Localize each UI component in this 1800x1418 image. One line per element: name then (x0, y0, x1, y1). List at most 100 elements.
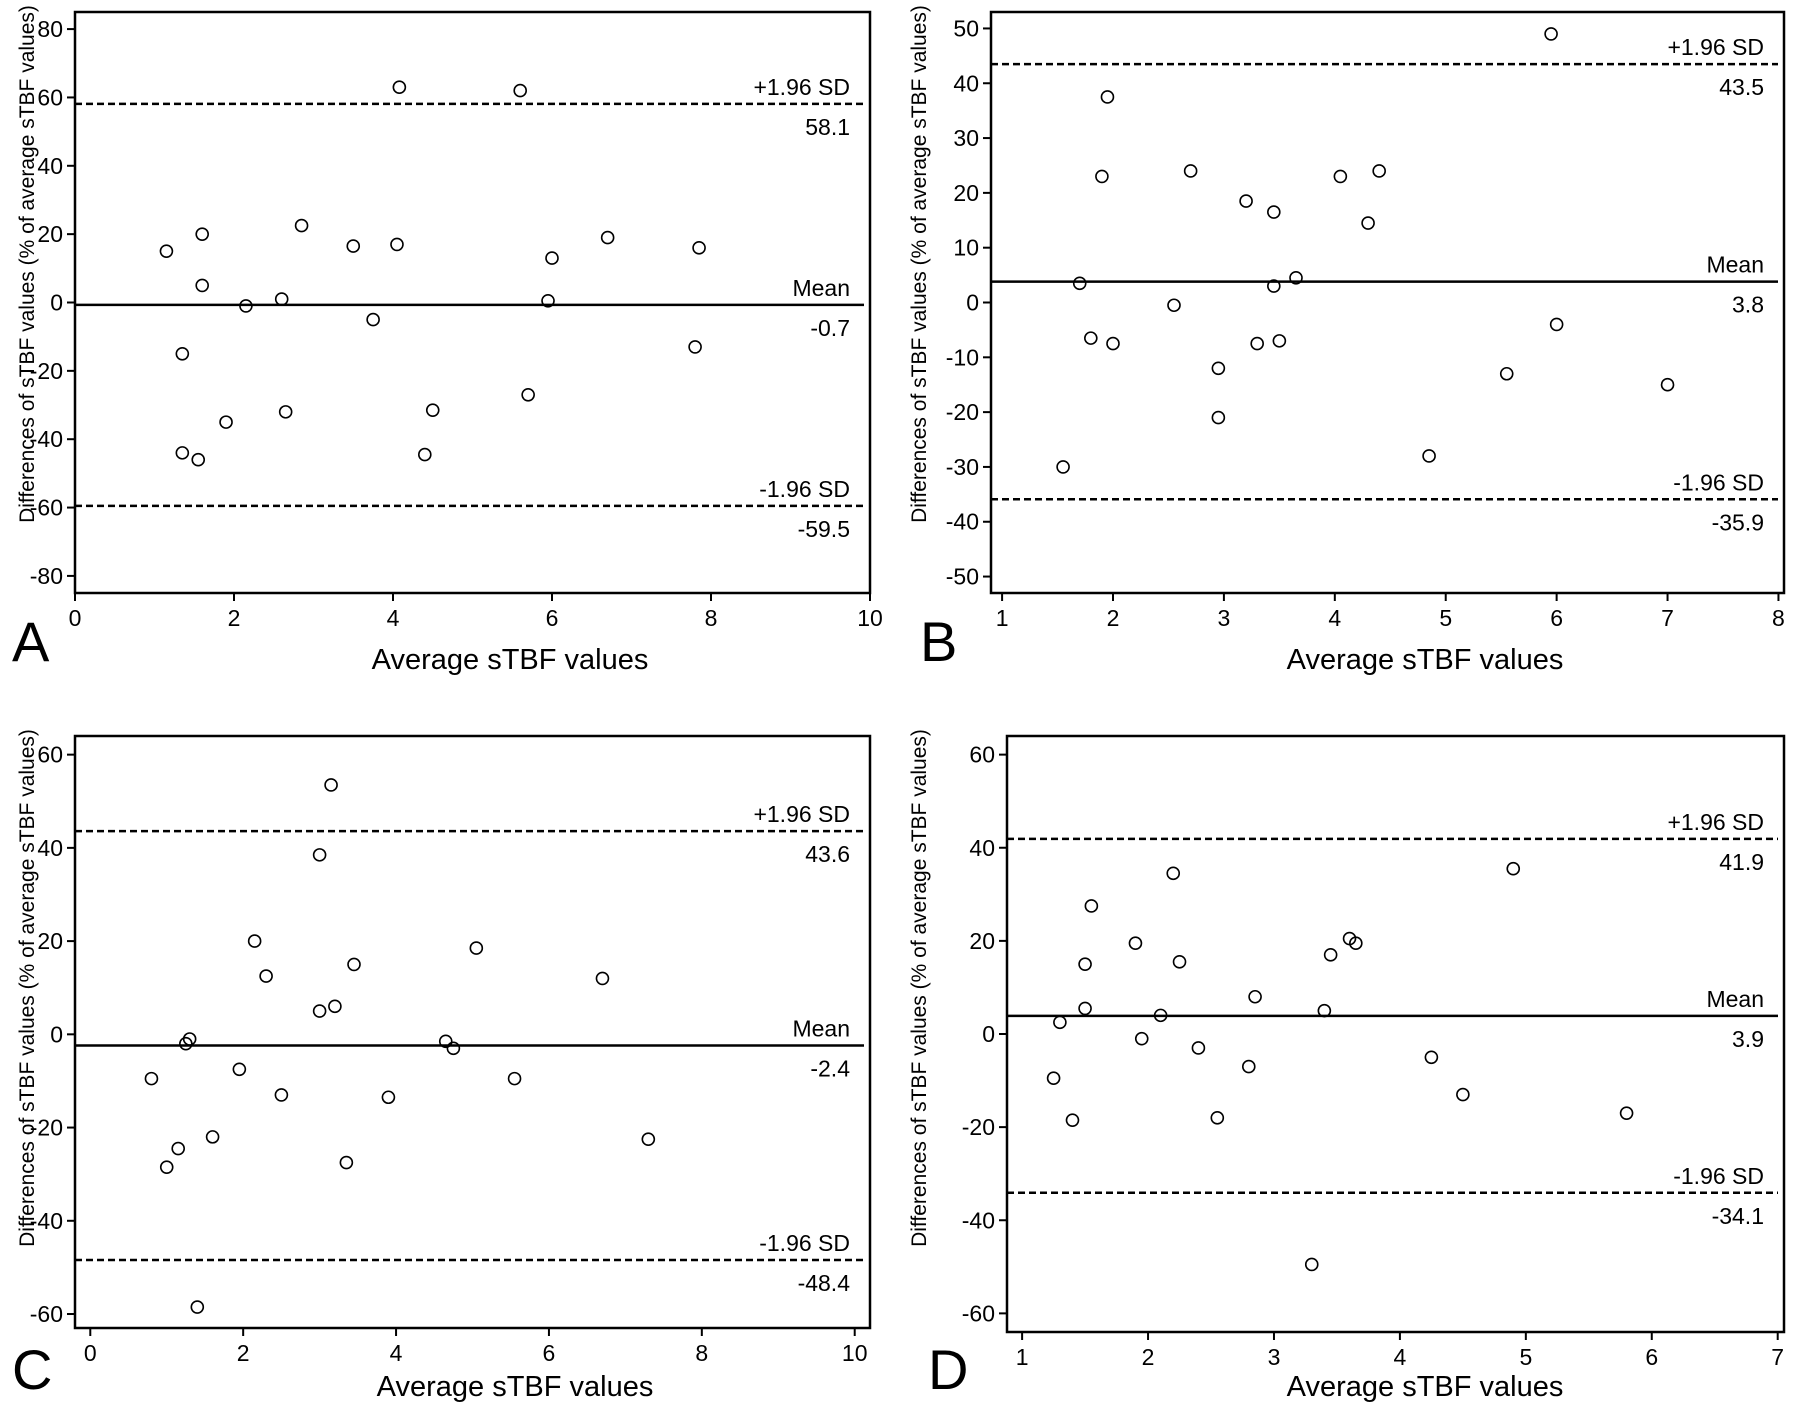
x-tick-label: 8 (1772, 605, 1785, 631)
data-point (175, 446, 190, 460)
plot-frame (73, 734, 872, 1330)
data-point (144, 1071, 159, 1086)
x-tick-label: 10 (857, 605, 883, 631)
data-point (1210, 1111, 1225, 1125)
scatter-plot-a: 0 2 4 6 8 10 -80 -60 -40 -20 0 20 40 60 80 +1.96 SD 58.1… (30, 10, 883, 631)
data-point (1078, 1001, 1092, 1016)
data-point (175, 346, 190, 361)
y-tick-label: 0 (50, 1021, 63, 1047)
data-point (1078, 957, 1092, 971)
scatter-plot-d: 1 2 3 4 5 6 7 -60 -40 -20 0 20 40 60 +1.96 SD 41.9 Mean 3… (962, 734, 1786, 1370)
data-point (1128, 936, 1143, 951)
x-tick-label: 4 (1394, 1344, 1407, 1370)
y-tick-label: -40 (30, 426, 63, 452)
x-tick-label: 2 (228, 605, 241, 631)
y-tick-label: -40 (962, 1207, 995, 1233)
x-tick-label: 5 (1439, 605, 1452, 631)
y-tick-label: -20 (946, 399, 979, 425)
reference-line-value: -48.4 (798, 1270, 851, 1296)
x-tick-label: 1 (1016, 1344, 1029, 1370)
panel-letter: C (12, 1338, 53, 1401)
data-point (469, 941, 484, 955)
plot-frame (989, 10, 1786, 595)
panel-letter: B (920, 610, 958, 673)
x-tick-label: 3 (1218, 605, 1231, 631)
data-point (1349, 936, 1363, 951)
y-tick-label: 20 (37, 221, 63, 247)
reference-line-label: Mean (792, 275, 850, 301)
data-point (692, 241, 706, 255)
data-point (1211, 410, 1226, 425)
data-point (541, 293, 555, 308)
data-point (346, 239, 361, 253)
data-point (446, 1041, 461, 1056)
data-point (1106, 336, 1120, 351)
y-tick-label: 20 (969, 928, 995, 954)
data-point (1361, 216, 1375, 230)
data-point (179, 1036, 193, 1051)
y-tick-label: 40 (37, 835, 63, 861)
reference-line-label: -1.96 SD (1673, 469, 1764, 495)
panel-a: Differences of sTBF values (% of average… (0, 0, 900, 709)
x-tick-label: 10 (842, 1340, 868, 1366)
data-point (294, 218, 309, 233)
data-point (1167, 298, 1181, 313)
x-tick-label: 7 (1661, 605, 1674, 631)
data-point (312, 1004, 327, 1018)
reference-line-value: 3.9 (1732, 1026, 1764, 1052)
data-point (159, 244, 174, 259)
data-point (1134, 1031, 1149, 1046)
data-point (600, 230, 615, 245)
y-tick-label: 0 (50, 290, 63, 316)
x-axis-label: Average sTBF values (1286, 1371, 1564, 1403)
data-point (190, 1300, 205, 1314)
data-point (1248, 989, 1262, 1004)
reference-line-label: Mean (1706, 986, 1764, 1012)
data-point (390, 237, 404, 252)
panel-letter: A (12, 610, 50, 673)
panel-letter: D (928, 1338, 969, 1401)
data-point (1456, 1087, 1470, 1102)
scatter-plot-c: 0 2 4 6 8 10 -60 -40 -20 0 20 40 60 +1.96 SD 43.6 Mean -… (30, 734, 872, 1366)
reference-line-value: -0.7 (810, 315, 850, 341)
data-point (1267, 205, 1281, 219)
y-tick-label: 40 (969, 835, 995, 861)
data-point (171, 1141, 185, 1156)
data-point (392, 80, 407, 94)
data-point (1267, 279, 1281, 293)
x-tick-label: 5 (1519, 1344, 1532, 1370)
data-point (1072, 276, 1087, 291)
x-tick-label: 0 (69, 605, 82, 631)
data-point (1056, 460, 1070, 474)
reference-line-value: 43.5 (1719, 74, 1764, 100)
data-point (513, 83, 528, 98)
data-point (195, 278, 209, 293)
y-tick-label: -50 (946, 564, 979, 590)
reference-line-label: Mean (1706, 252, 1764, 278)
data-point (1333, 169, 1348, 184)
data-point (232, 1062, 247, 1077)
x-tick-label: 2 (1107, 605, 1120, 631)
data-point (521, 387, 535, 402)
x-tick-label: 0 (84, 1340, 97, 1366)
data-point (339, 1155, 354, 1170)
y-tick-label: 0 (982, 1021, 995, 1047)
data-point (1304, 1257, 1319, 1272)
x-tick-label: 8 (695, 1340, 708, 1366)
data-point (1166, 866, 1181, 881)
y-tick-label: -10 (946, 344, 979, 370)
y-tick-label: -60 (30, 1301, 63, 1327)
y-tick-label: 40 (37, 153, 63, 179)
data-point (1084, 331, 1098, 345)
x-tick-label: 2 (1142, 1344, 1155, 1370)
x-axis-label: Average sTBF values (371, 644, 649, 676)
y-tick-label: -40 (30, 1208, 63, 1234)
reference-line-label: +1.96 SD (753, 74, 850, 100)
reference-line-label: -1.96 SD (759, 1230, 850, 1256)
reference-line-value: 3.8 (1732, 292, 1764, 318)
data-point (195, 227, 209, 241)
data-point (1172, 955, 1187, 969)
data-point (1084, 899, 1099, 913)
data-point (324, 778, 338, 792)
data-point (274, 1088, 289, 1102)
